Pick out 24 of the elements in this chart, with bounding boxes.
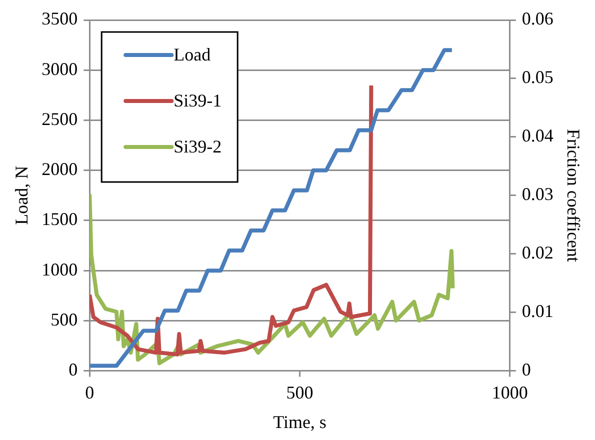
legend-label: Si39-2 (174, 136, 222, 157)
x-tick-label: 1000 (492, 382, 528, 402)
y2-tick-label: 0.03 (522, 184, 554, 204)
y2-tick-label: 0 (522, 360, 531, 380)
x-tick-label: 0 (85, 382, 94, 402)
y-tick-label: 500 (50, 309, 78, 330)
y-tick-label: 0 (68, 360, 78, 380)
y2-tick-label: 0.04 (522, 126, 554, 146)
legend-label: Load (174, 44, 211, 65)
y2-tick-label: 0.01 (522, 301, 554, 322)
y-axis-title: Load, N (12, 166, 32, 225)
y-tick-label: 1000 (42, 259, 78, 280)
y-tick-label: 2000 (42, 159, 78, 180)
y2-axis-title: Friction coefficent (563, 128, 584, 262)
x-axis-title: Time, s (273, 412, 326, 432)
legend-label: Si39-1 (174, 90, 222, 111)
y2-tick-label: 0.02 (522, 242, 554, 263)
y-tick-label: 1500 (42, 209, 78, 230)
y-tick-label: 2500 (42, 108, 78, 129)
y-tick-label: 3000 (42, 58, 78, 79)
y-tick-label: 3500 (42, 8, 78, 29)
x-tick-label: 500 (286, 382, 314, 402)
y2-tick-label: 0.05 (522, 67, 554, 88)
y2-tick-label: 0.06 (522, 8, 554, 29)
